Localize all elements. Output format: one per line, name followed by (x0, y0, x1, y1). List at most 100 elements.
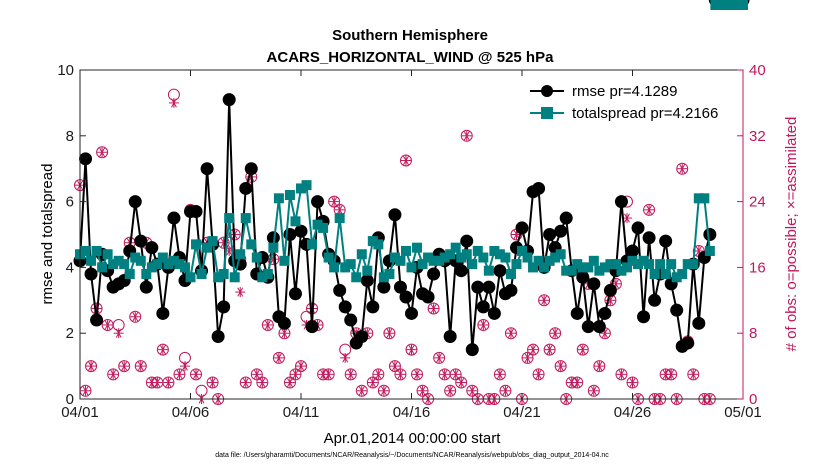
obs-assimilated-point (290, 369, 301, 380)
totalspread-point (340, 262, 351, 273)
obs-assimilated-point (594, 361, 605, 372)
totalspread-point (412, 242, 423, 253)
totalspread-point (428, 255, 439, 266)
obs-assimilated-point (528, 344, 539, 355)
obs-possible-point (344, 368, 357, 381)
totalspread-point (240, 213, 251, 224)
obs-possible-point (444, 384, 457, 397)
rmse-point (637, 310, 651, 324)
legend-rmse-label: rmse pr=4.1289 (572, 83, 677, 100)
totalspread-point (273, 193, 284, 204)
rmse-point (648, 293, 662, 307)
obs-possible-point (366, 376, 379, 389)
obs-assimilated-point (577, 344, 588, 355)
obs-assimilated-point (456, 377, 467, 388)
y-right-tick-label: 40 (749, 62, 766, 79)
totalspread-point (494, 249, 505, 260)
y-right-tick-label: 16 (749, 259, 766, 276)
y-axis-label: rmse and totalspread (39, 164, 56, 305)
totalspread-point (566, 265, 577, 276)
obs-possible-point (493, 368, 506, 381)
obs-possible-point (626, 376, 639, 389)
obs-possible-point (328, 195, 341, 208)
totalspread-point (367, 236, 378, 247)
totalspread-point (97, 262, 108, 273)
totalspread-point (312, 219, 323, 230)
rmse-point (366, 300, 380, 314)
totalspread-point (262, 268, 273, 279)
y-tick-label: 6 (66, 194, 74, 211)
obs-assimilated-point (340, 352, 351, 363)
rmse-point (576, 270, 590, 284)
rmse-point (90, 313, 104, 327)
totalspread-point (710, 0, 721, 10)
rmse-point (642, 231, 656, 245)
obs-assimilated-point (666, 369, 677, 380)
totalspread-point (517, 245, 527, 256)
obs-possible-point (322, 368, 335, 381)
totalspread-point (86, 255, 97, 266)
rmse-point (399, 290, 413, 304)
totalspread-point (301, 180, 312, 191)
obs-assimilated-point (450, 369, 461, 380)
totalspread-point (439, 252, 450, 263)
totalspread-point (168, 255, 179, 266)
totalspread-point (108, 259, 119, 270)
totalspread-point (627, 255, 638, 266)
obs-assimilated-point (505, 328, 516, 339)
x-tick-label: 05/01 (724, 404, 762, 421)
obs-possible-point (571, 376, 584, 389)
obs-possible-point (449, 368, 462, 381)
totalspread-point (483, 265, 494, 276)
rmse-point (338, 300, 352, 314)
y-tick-label: 10 (57, 62, 74, 79)
totalspread-point (500, 252, 511, 263)
obs-possible-point (615, 368, 628, 381)
rmse-point (355, 329, 369, 343)
x-tick-label: 04/06 (172, 404, 210, 421)
footnote: data file: /Users/gharamti/Documents/NCA… (215, 452, 609, 459)
totalspread-point (599, 262, 610, 273)
obs-possible-point (587, 384, 600, 397)
rmse-point (631, 221, 645, 235)
obs-assimilated-point (588, 385, 599, 396)
rmse-point (128, 195, 142, 209)
totalspread-point (572, 259, 583, 270)
totalspread-point (284, 190, 295, 201)
totalspread-point (351, 272, 362, 283)
obs-assimilated-point (135, 361, 146, 372)
obs-assimilated-point (644, 204, 655, 215)
rmse-point (145, 241, 159, 255)
obs-assimilated-point (539, 295, 550, 306)
totalspread-point (307, 239, 318, 250)
totalspread-point (544, 255, 555, 266)
obs-possible-point (173, 368, 186, 381)
totalspread-point (533, 255, 544, 266)
rmse-point (603, 283, 617, 297)
chart-title: Southern Hemisphere (332, 27, 488, 44)
rmse-point (543, 228, 557, 241)
obs-possible-point (372, 368, 385, 381)
obs-possible-point (107, 368, 120, 381)
obs-possible-point (665, 368, 678, 381)
totalspread-point (605, 259, 616, 270)
rmse-point (659, 234, 673, 248)
obs-possible-point (190, 368, 203, 381)
obs-possible-point (427, 302, 440, 315)
obs-possible-point (477, 318, 490, 331)
obs-possible-point (256, 376, 269, 389)
obs-possible-point (134, 360, 147, 373)
totalspread-point (235, 249, 246, 260)
rmse-point (443, 329, 457, 343)
rmse-point (189, 204, 203, 218)
obs-possible-point (549, 327, 562, 340)
totalspread-point (660, 268, 671, 279)
obs-possible-point (239, 376, 252, 389)
obs-assimilated-point (235, 287, 246, 298)
rmse-point (79, 152, 93, 166)
totalspread-point (213, 272, 224, 283)
totalspread-point (715, 0, 726, 10)
obs-assimilated-point (86, 361, 97, 372)
legend-totalspread-label: totalspread pr=4.2166 (572, 105, 718, 122)
obs-assimilated-point (257, 377, 268, 388)
